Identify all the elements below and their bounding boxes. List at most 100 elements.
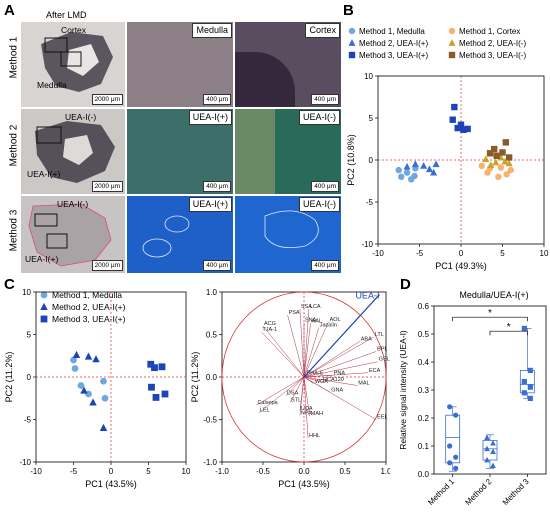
data-point	[503, 171, 510, 178]
significance-label: *	[507, 322, 511, 333]
loading-label: GSL	[379, 357, 390, 363]
legend-label: Method 3, UEA-I(+)	[359, 51, 428, 60]
y-tick-label: 0.2	[418, 414, 430, 423]
annotation-uea-negative: UEA-I(-)	[65, 112, 97, 122]
loading-vector	[303, 308, 310, 378]
loading-vector	[256, 376, 305, 406]
scale-bar-400: 400 μm	[311, 181, 339, 192]
x-tick-label: 0.5	[339, 467, 351, 476]
correlation-circle	[221, 291, 387, 463]
y-tick-label: 0	[27, 373, 32, 382]
data-point	[492, 158, 500, 166]
row-label-method-1: Method 1	[8, 36, 20, 79]
data-point	[158, 363, 166, 371]
data-point	[521, 379, 527, 385]
image-m3-overview: UEA-I(-) UEA-I(+) 2000 μm	[20, 195, 126, 274]
significance-bracket	[489, 330, 528, 336]
data-point	[527, 367, 533, 373]
box	[519, 370, 535, 394]
loading-vector	[303, 341, 360, 378]
data-point	[490, 440, 496, 446]
annotation-uea-positive: UEA-I(+)	[25, 254, 59, 264]
data-point	[527, 395, 533, 401]
y-tick-label: 10	[364, 72, 373, 81]
loading-label: SNA	[305, 318, 317, 324]
y-tick-label: -10	[19, 458, 31, 467]
data-point	[501, 157, 509, 165]
data-point	[100, 377, 107, 385]
x-tick-label: Method 2	[463, 477, 493, 507]
data-point	[70, 356, 77, 364]
legend-label: Method 2, UEA-I(-)	[459, 39, 526, 48]
x-tick-label: -1.0	[215, 467, 229, 476]
loading-label: SSA	[301, 304, 312, 310]
y-tick-label: -5	[366, 198, 374, 207]
scale-bar-400: 400 μm	[203, 181, 231, 192]
y-tick-label: 0	[369, 156, 374, 165]
loading-label: ECA	[369, 368, 381, 374]
data-point	[411, 172, 418, 180]
loading-label: EEL	[377, 415, 387, 421]
data-point	[497, 164, 505, 171]
y-tick-label: 0.0	[206, 373, 218, 382]
data-point	[101, 394, 109, 402]
y-tick-label: 10	[22, 288, 31, 297]
panel-b-letter: B	[343, 2, 354, 19]
loading-vector	[261, 331, 305, 378]
y-tick-label: 5	[369, 114, 374, 123]
annotation-uea-negative: UEA-I(-)	[57, 199, 89, 209]
legend-marker	[348, 51, 356, 59]
data-point	[451, 103, 458, 111]
loading-vector	[299, 308, 305, 378]
data-point	[147, 360, 155, 368]
data-point	[460, 126, 467, 133]
loading-label: RCA120	[323, 377, 344, 383]
image-m2-overview: UEA-I(-) UEA-I(+) 2000 μm	[20, 108, 126, 195]
y-tick-label: 0.5	[206, 331, 218, 340]
data-point	[447, 443, 453, 449]
loading-vector	[258, 376, 305, 413]
loading-label: TJA-1	[262, 327, 277, 333]
loading-vector	[303, 376, 358, 386]
panel-c-scores-chart: Method 1, Medulla Method 2, UEA-I(+) Metho…	[4, 288, 190, 489]
loading-label: ABA	[361, 336, 372, 342]
data-point	[398, 173, 405, 180]
y-tick-label: 0.3	[418, 386, 430, 395]
panel-b-pca-chart: Method 1, Medulla Method 1, Cortex Method …	[346, 27, 549, 271]
legend-marker	[40, 315, 48, 323]
loading-vector	[303, 323, 311, 378]
data-point	[495, 173, 502, 180]
annotation-medulla: Medulla	[37, 80, 67, 90]
data-point	[447, 460, 453, 466]
data-point	[478, 162, 485, 170]
loading-label: Calsepa	[257, 400, 278, 406]
data-point	[507, 166, 514, 174]
legend-label: Method 3, UEA-I(-)	[459, 51, 526, 60]
loading-label: AOL	[330, 317, 341, 323]
loading-vector	[285, 376, 305, 396]
row-label-method-3: Method 3	[8, 209, 20, 252]
legend-marker	[448, 27, 456, 35]
y-tick-label: 0.6	[418, 302, 430, 311]
loading-vector	[303, 376, 309, 439]
loading-label: UDA	[301, 406, 313, 412]
legend-marker	[40, 291, 48, 299]
y-axis-label: PC2 (11.2%)	[4, 352, 14, 403]
x-tick-label: 0	[109, 467, 114, 476]
data-point	[420, 162, 428, 169]
x-tick-label: 10	[540, 249, 549, 258]
scale-bar-400: 400 μm	[203, 94, 231, 105]
loading-vector	[303, 336, 374, 378]
loading-label: Jacalin	[320, 323, 337, 329]
lmd-outline	[142, 215, 190, 258]
loading-vector	[303, 376, 314, 385]
loading-label: MAL	[358, 381, 369, 387]
data-point	[92, 355, 100, 363]
x-tick-label: -5	[416, 249, 424, 258]
data-point	[430, 168, 438, 176]
x-tick-label: -0.5	[256, 467, 270, 476]
data-point	[447, 404, 453, 410]
data-point	[89, 398, 97, 406]
legend-marker	[448, 39, 456, 46]
legend-label: Method 1, Medulla	[52, 290, 122, 300]
